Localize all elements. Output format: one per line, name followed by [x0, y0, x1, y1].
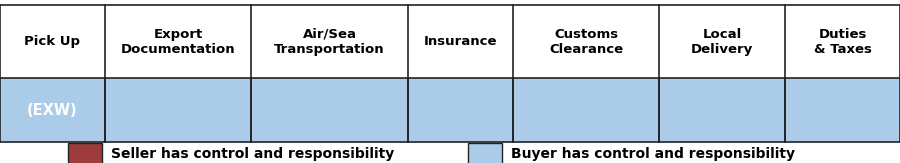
FancyBboxPatch shape — [468, 143, 502, 163]
Text: Duties
& Taxes: Duties & Taxes — [814, 28, 871, 56]
Text: Pick Up: Pick Up — [24, 35, 80, 48]
Text: Export
Documentation: Export Documentation — [121, 28, 235, 56]
Text: Air/Sea
Transportation: Air/Sea Transportation — [274, 28, 385, 56]
FancyBboxPatch shape — [0, 78, 900, 142]
Text: Customs
Clearance: Customs Clearance — [549, 28, 623, 56]
Text: Seller has control and responsibility: Seller has control and responsibility — [111, 147, 394, 161]
FancyBboxPatch shape — [68, 143, 102, 163]
Text: Buyer has control and responsibility: Buyer has control and responsibility — [511, 147, 796, 161]
Text: Insurance: Insurance — [424, 35, 497, 48]
Text: (EXW): (EXW) — [27, 103, 77, 118]
Text: Local
Delivery: Local Delivery — [691, 28, 753, 56]
